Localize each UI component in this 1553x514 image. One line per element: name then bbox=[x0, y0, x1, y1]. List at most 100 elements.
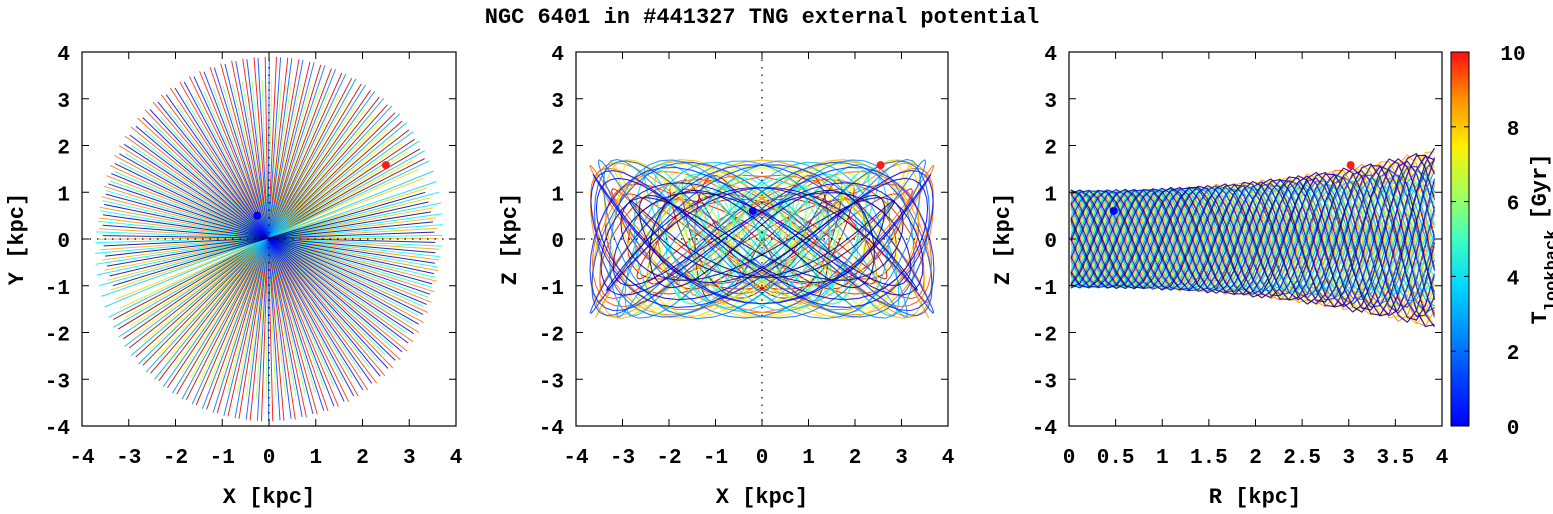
rz-end-marker bbox=[1346, 161, 1355, 170]
y-tick-label: -4 bbox=[539, 418, 564, 441]
rz-orbit-trace bbox=[1070, 173, 1435, 314]
x-tick-label: 2.5 bbox=[1283, 447, 1321, 470]
rz-orbit-trace bbox=[1070, 173, 1435, 317]
y-tick-label: -2 bbox=[1032, 325, 1057, 348]
rz-orbit-trace bbox=[1070, 153, 1435, 313]
rz-orbit-trace bbox=[1070, 180, 1435, 302]
y-tick-label: -3 bbox=[45, 371, 70, 394]
xz-orbit-trace bbox=[617, 161, 907, 317]
rz-start-marker bbox=[1109, 206, 1118, 215]
y-tick-label: 0 bbox=[1044, 231, 1057, 254]
x-tick-label: -1 bbox=[210, 447, 235, 470]
y-tick-label: -4 bbox=[1032, 418, 1057, 441]
x-tick-label: 1 bbox=[309, 447, 322, 470]
x-tick-label: -3 bbox=[116, 447, 141, 470]
rz-orbit-trace bbox=[1070, 174, 1435, 299]
x-tick-label: 0 bbox=[1063, 447, 1076, 470]
colorbar-tick-label: 0 bbox=[1507, 418, 1520, 441]
y-tick-label: 1 bbox=[57, 184, 70, 207]
rz-orbit-trace bbox=[1070, 165, 1435, 305]
colorbar-tick-label: 6 bbox=[1507, 194, 1520, 217]
xy-axes: -4 -3 -2 -1 0 1 2 3 4 -4 -3 -2 -1 0 1 2 3 4 bbox=[45, 44, 463, 470]
rz-orbit-trace bbox=[1070, 167, 1435, 323]
y-tick-label: -2 bbox=[539, 325, 564, 348]
y-tick-label: -3 bbox=[1032, 371, 1057, 394]
x-tick-label: 0.5 bbox=[1097, 447, 1135, 470]
rz-orbit-trace bbox=[1070, 157, 1435, 317]
xz-orbit-trace bbox=[591, 170, 933, 308]
rz-orbit-trace bbox=[1070, 160, 1435, 308]
x-tick-label: 1 bbox=[802, 447, 815, 470]
rz-orbit-trace bbox=[1070, 176, 1435, 308]
y-tick-label: 3 bbox=[1044, 91, 1057, 114]
rz-orbit-trace bbox=[1070, 177, 1435, 306]
y-tick-label: 4 bbox=[57, 44, 70, 67]
xz-orbit-trace bbox=[730, 196, 794, 282]
x-tick-label: 2 bbox=[849, 447, 862, 470]
y-tick-label: 1 bbox=[1044, 184, 1057, 207]
rz-orbit-trace bbox=[1070, 177, 1435, 309]
rz-orbit-traces bbox=[1070, 147, 1435, 328]
rz-orbit-trace bbox=[1070, 188, 1435, 289]
y-tick-label: -2 bbox=[45, 325, 70, 348]
x-tick-label: 4 bbox=[1436, 447, 1449, 470]
xz-orbit-trace bbox=[668, 176, 856, 302]
rz-xlabel: R [kpc] bbox=[1209, 485, 1301, 510]
xz-orbit-trace bbox=[628, 199, 895, 279]
chart-title: NGC 6401 in #441327 TNG external potenti… bbox=[485, 5, 1040, 30]
y-tick-label: -1 bbox=[45, 278, 70, 301]
xz-orbit-trace bbox=[649, 189, 875, 289]
xz-axes: -4 -3 -2 -1 0 1 2 3 4 -4 -3 -2 -1 0 1 2 3 4 bbox=[539, 44, 955, 470]
rz-orbit-trace bbox=[1070, 170, 1435, 301]
colorbar-gradient bbox=[1450, 51, 1470, 427]
y-tick-label: 3 bbox=[57, 91, 70, 114]
rz-axes: 0 0.5 1 1.5 2 2.5 3 3.5 4 -4 -3 -2 -1 0 1 2 3 4 bbox=[1032, 44, 1449, 470]
y-tick-label: -3 bbox=[539, 371, 564, 394]
x-tick-label: 1 bbox=[1156, 447, 1169, 470]
y-tick-label: 4 bbox=[551, 44, 564, 67]
rz-ylabel: Z [kpc] bbox=[991, 193, 1016, 285]
x-tick-label: -4 bbox=[563, 447, 588, 470]
xz-end-marker bbox=[876, 161, 885, 170]
y-tick-label: 2 bbox=[57, 138, 70, 161]
xz-orbit-trace bbox=[589, 162, 935, 316]
x-tick-label: -2 bbox=[163, 447, 188, 470]
colorbar-tick-label: 4 bbox=[1507, 268, 1520, 291]
xz-orbit-trace bbox=[626, 163, 898, 315]
x-tick-label: 2 bbox=[1249, 447, 1262, 470]
rz-orbit-trace bbox=[1070, 188, 1435, 292]
y-tick-label: -1 bbox=[1032, 278, 1057, 301]
x-tick-label: 1.5 bbox=[1190, 447, 1228, 470]
colorbar-tick-label: 10 bbox=[1500, 44, 1525, 67]
xz-orbit-trace bbox=[594, 159, 930, 319]
y-tick-label: 1 bbox=[551, 184, 564, 207]
x-tick-label: 2 bbox=[356, 447, 369, 470]
xz-orbit-trace bbox=[592, 173, 932, 305]
colorbar-label: Tlookback[Gyr] bbox=[1528, 154, 1553, 325]
y-tick-label: 0 bbox=[551, 231, 564, 254]
xz-orbit-trace bbox=[638, 194, 886, 284]
xz-xlabel: X [kpc] bbox=[716, 485, 808, 510]
x-tick-label: -4 bbox=[69, 447, 94, 470]
xz-orbit-trace bbox=[716, 191, 808, 287]
colorbar-tick-label: 2 bbox=[1507, 343, 1520, 366]
rz-orbit-trace bbox=[1070, 181, 1435, 301]
rz-orbit-trace bbox=[1070, 167, 1435, 321]
rz-orbit-trace bbox=[1070, 165, 1435, 317]
rz-orbit-trace bbox=[1070, 158, 1435, 308]
colorbar-tick-label: 8 bbox=[1507, 119, 1520, 142]
xy-ylabel: Y [kpc] bbox=[5, 193, 30, 285]
rz-orbit-trace bbox=[1070, 165, 1435, 328]
xy-orbit-trace bbox=[112, 191, 426, 287]
xz-start-marker bbox=[748, 206, 757, 215]
rz-orbit-trace bbox=[1070, 187, 1435, 292]
x-tick-label: 3.5 bbox=[1376, 447, 1414, 470]
x-tick-label: -3 bbox=[610, 447, 635, 470]
panel-xy: -4 -3 -2 -1 0 1 2 3 4 -4 -3 -2 -1 0 1 2 3 4 X [kpc] Y [kp… bbox=[5, 44, 462, 510]
xy-start-marker bbox=[253, 211, 262, 220]
x-tick-label: 0 bbox=[263, 447, 276, 470]
colorbar: 0 2 4 6 8 10 Tlookback[Gyr] bbox=[1450, 44, 1553, 441]
x-tick-label: 4 bbox=[942, 447, 955, 470]
x-tick-label: 0 bbox=[756, 447, 769, 470]
